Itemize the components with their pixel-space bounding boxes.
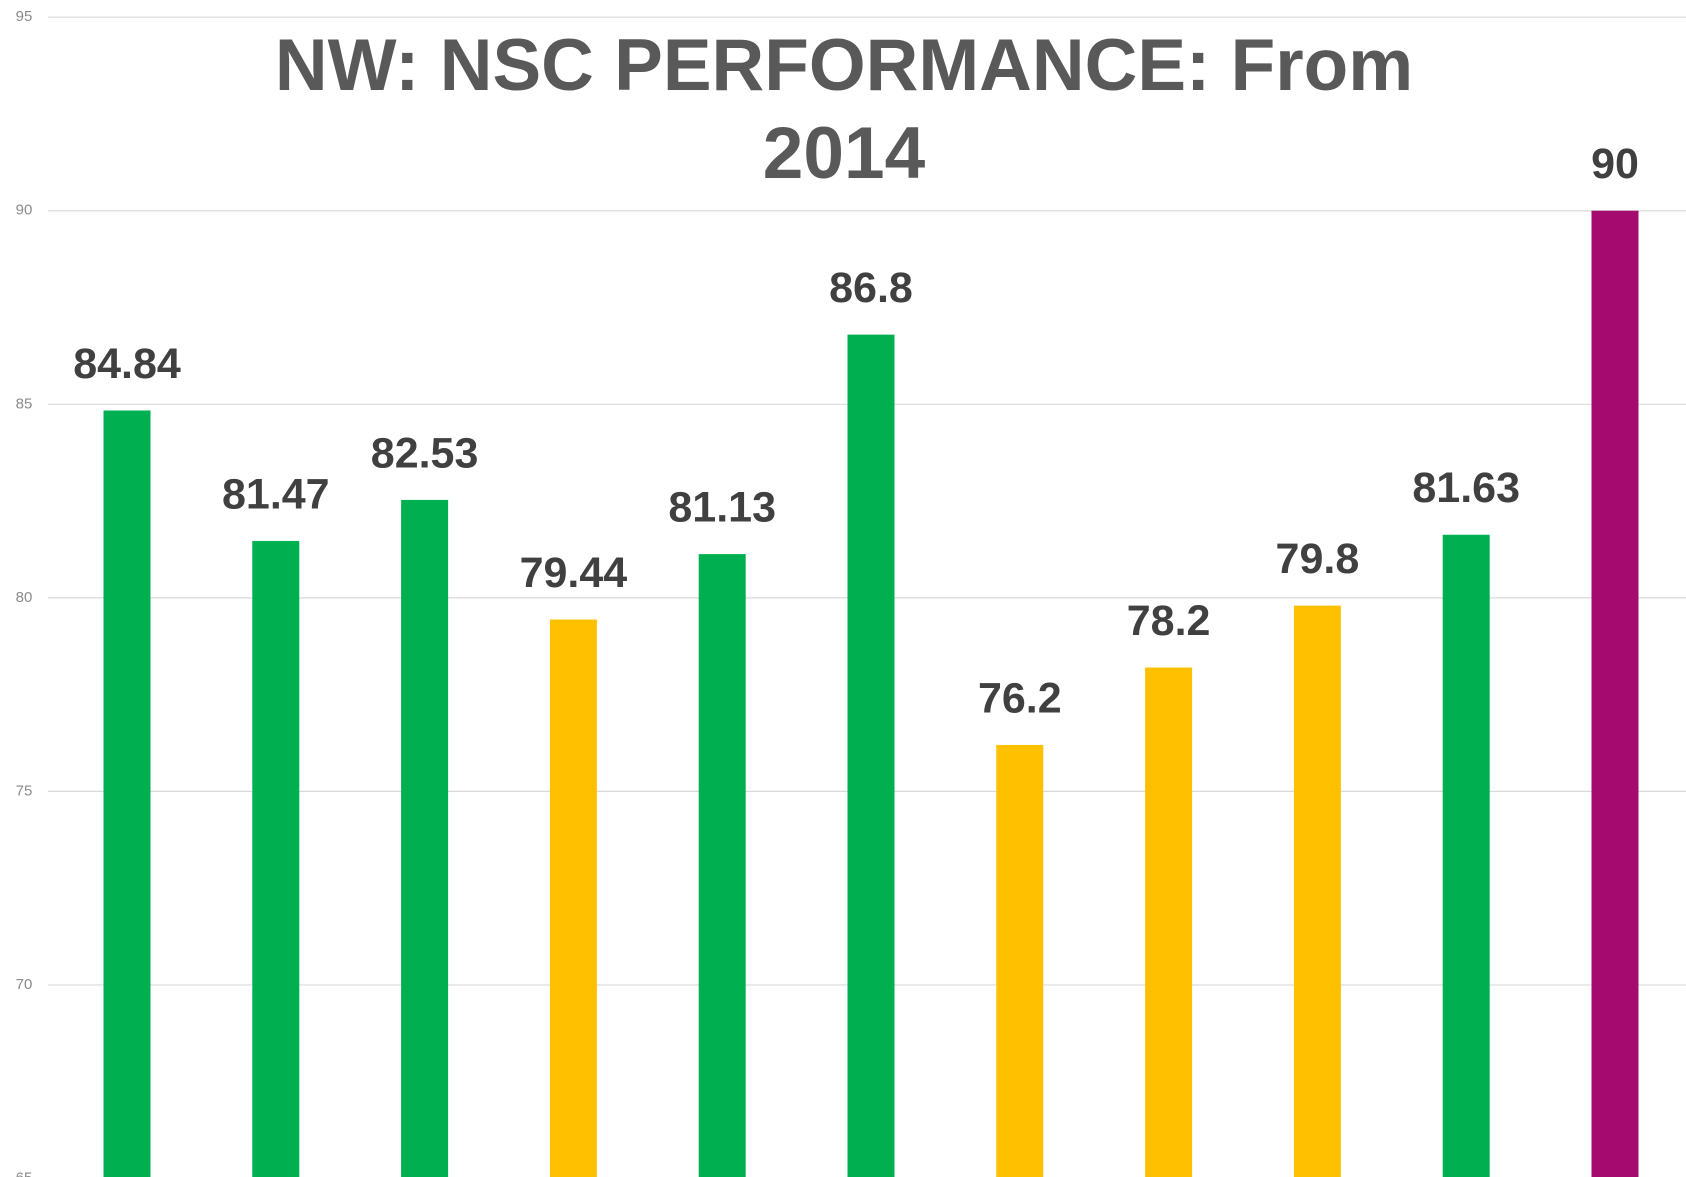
data-label: 82.53 xyxy=(371,429,479,477)
data-label: 79.8 xyxy=(1276,535,1360,583)
data-label: 84.84 xyxy=(73,340,181,388)
data-label: 78.2 xyxy=(1127,597,1211,645)
bar xyxy=(996,744,1044,1177)
y-tick-label: 85 xyxy=(16,395,33,412)
y-tick-label: 75 xyxy=(16,782,33,799)
bar xyxy=(698,554,746,1177)
bar xyxy=(401,499,449,1177)
y-tick-label: 90 xyxy=(16,202,33,219)
data-label: 81.63 xyxy=(1412,464,1520,512)
bar xyxy=(549,619,597,1177)
data-label: 90 xyxy=(1591,140,1639,188)
bar xyxy=(1591,210,1639,1177)
bar xyxy=(103,410,151,1177)
data-label: 76.2 xyxy=(978,674,1062,722)
data-label: 81.13 xyxy=(668,483,776,531)
y-tick-label: 65 xyxy=(16,1169,33,1177)
bar xyxy=(1442,534,1490,1177)
bar xyxy=(847,334,895,1177)
data-label: 81.47 xyxy=(222,470,330,518)
data-label: 79.44 xyxy=(520,549,628,597)
bar xyxy=(1293,605,1341,1177)
y-tick-label: 80 xyxy=(16,589,33,606)
data-label: 86.8 xyxy=(829,264,913,312)
y-tick-label: 95 xyxy=(16,8,33,25)
bar xyxy=(1145,667,1193,1177)
chart-title: NW: NSC PERFORMANCE: From 2014 xyxy=(274,25,1414,194)
bar xyxy=(252,540,300,1177)
y-tick-label: 70 xyxy=(16,976,33,993)
